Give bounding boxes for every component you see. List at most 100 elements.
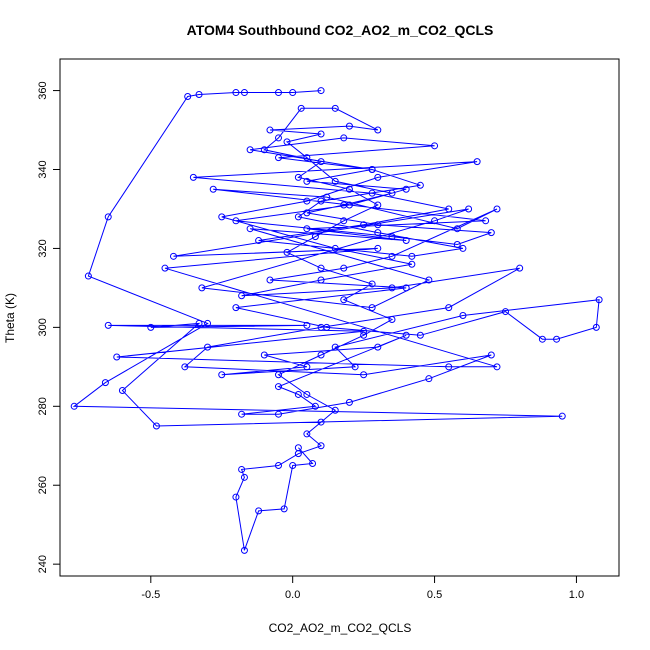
data-point: [294, 390, 302, 398]
data-point: [487, 229, 495, 237]
data-point: [323, 193, 331, 201]
data-point: [501, 308, 509, 316]
data-point: [240, 473, 248, 481]
data-point: [453, 240, 461, 248]
data-point: [445, 363, 453, 371]
data-point: [374, 221, 382, 229]
data-point: [104, 321, 112, 329]
data-point: [595, 296, 603, 304]
data-point: [340, 217, 348, 225]
data-point: [317, 418, 325, 426]
data-point: [303, 177, 311, 185]
data-point: [374, 244, 382, 252]
data-point: [274, 89, 282, 97]
data-point: [493, 363, 501, 371]
y-tick-label: 260: [37, 476, 49, 494]
data-point: [240, 546, 248, 554]
x-axis: -0.5 0.0 0.5 1.0: [141, 575, 584, 601]
data-point: [402, 284, 410, 292]
data-point: [317, 351, 325, 359]
data-point: [118, 387, 126, 395]
data-point: [303, 363, 311, 371]
data-point: [274, 410, 282, 418]
y-tick-label: 340: [37, 160, 49, 178]
data-point: [374, 229, 382, 237]
data-point: [232, 493, 240, 501]
data-point: [303, 154, 311, 162]
data-point: [473, 158, 481, 166]
data-point: [317, 197, 325, 205]
data-point: [340, 134, 348, 142]
data-point: [289, 461, 297, 469]
data-point: [238, 410, 246, 418]
x-tick-label: 0.0: [285, 589, 300, 601]
data-point: [408, 252, 416, 260]
data-point: [592, 323, 600, 331]
data-point: [431, 217, 439, 225]
data-point: [232, 217, 240, 225]
data-point: [260, 351, 268, 359]
data-point: [274, 461, 282, 469]
data-point: [218, 213, 226, 221]
data-point: [303, 430, 311, 438]
data-point: [388, 315, 396, 323]
data-point: [374, 173, 382, 181]
data-point: [309, 460, 317, 468]
data-point: [465, 205, 473, 213]
data-point: [274, 371, 282, 379]
data-point: [317, 323, 325, 331]
data-point: [113, 353, 121, 361]
data-point: [368, 304, 376, 312]
data-point: [416, 181, 424, 189]
data-point: [232, 304, 240, 312]
y-tick-label: 320: [37, 239, 49, 257]
data-point: [345, 122, 353, 130]
data-point: [516, 264, 524, 272]
data-point: [84, 272, 92, 280]
data-point: [351, 363, 359, 371]
data-point: [246, 146, 254, 154]
data-point: [340, 201, 348, 209]
y-tick-label: 360: [37, 81, 49, 99]
data-point: [147, 323, 155, 331]
data-point: [408, 260, 416, 268]
data-point: [170, 252, 178, 260]
data-point: [266, 126, 274, 134]
data-point: [402, 237, 410, 245]
data-point: [283, 138, 291, 146]
data-point: [402, 331, 410, 339]
data-point: [303, 209, 311, 217]
data-point: [303, 225, 311, 233]
data-point: [195, 91, 203, 99]
data-point: [303, 321, 311, 329]
data-point: [274, 134, 282, 142]
data-point: [238, 292, 246, 300]
data-point: [360, 371, 368, 379]
data-point: [317, 158, 325, 166]
data-point: [431, 142, 439, 150]
data-point: [459, 244, 467, 252]
data-point: [360, 327, 368, 335]
data-point: [345, 398, 353, 406]
data-point: [459, 312, 467, 320]
data-point: [331, 343, 339, 351]
data-point: [445, 205, 453, 213]
data-point: [340, 296, 348, 304]
data-point: [388, 189, 396, 197]
data-point: [331, 244, 339, 252]
data-point: [294, 173, 302, 181]
data-point: [266, 276, 274, 284]
x-tick-label: 0.5: [427, 589, 442, 601]
data-point: [388, 233, 396, 241]
data-point: [331, 406, 339, 414]
data-point: [368, 166, 376, 174]
data-point: [152, 422, 160, 430]
data-point: [274, 154, 282, 162]
data-point: [204, 319, 212, 327]
data-point: [198, 284, 206, 292]
data-point: [294, 444, 302, 452]
data-point: [255, 237, 263, 245]
data-point: [280, 505, 288, 513]
data-point: [317, 276, 325, 284]
